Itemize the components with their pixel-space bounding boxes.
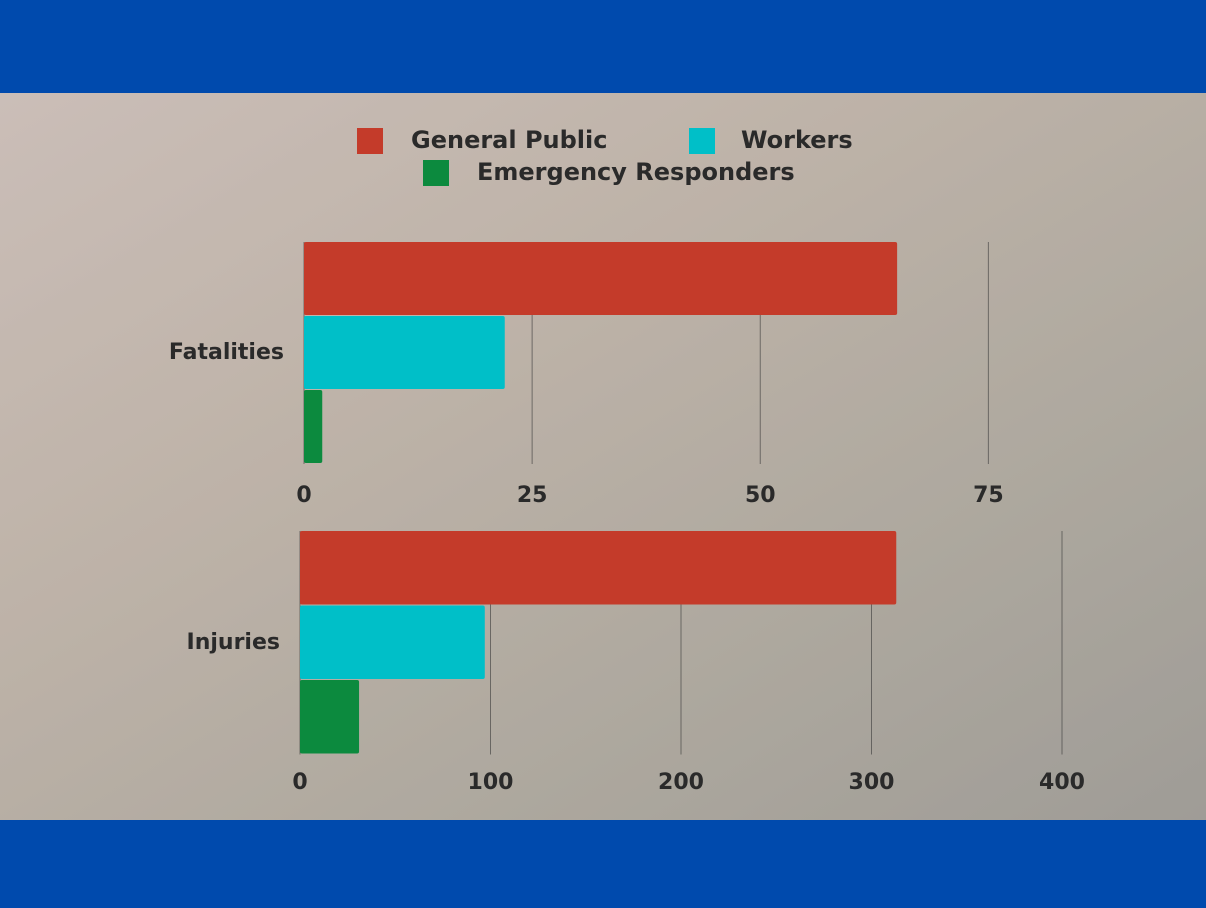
bar: General Public bbox=[300, 531, 897, 605]
overlay bbox=[0, 93, 1206, 820]
legend-label: Emergency Responders bbox=[477, 158, 795, 186]
legend: General Public Workers Emergency Respond… bbox=[357, 126, 853, 186]
bar: Emergency Responders bbox=[300, 680, 360, 754]
legend-label: General Public bbox=[411, 126, 608, 154]
x-tick-label: 100 bbox=[468, 770, 514, 795]
bar: General Public bbox=[304, 242, 898, 315]
x-tick-label: 0 bbox=[296, 483, 311, 508]
x-tick-label: 200 bbox=[658, 770, 704, 795]
x-tick-label: 300 bbox=[849, 770, 895, 795]
legend-swatch bbox=[357, 128, 383, 154]
bar: Emergency Responders bbox=[304, 390, 323, 463]
legend-swatch bbox=[423, 160, 449, 186]
x-tick-label: 75 bbox=[973, 483, 1004, 508]
legend-label: Workers bbox=[741, 126, 853, 154]
bar: Workers bbox=[304, 316, 505, 389]
x-tick-label: 50 bbox=[745, 483, 776, 508]
x-tick-label: 400 bbox=[1039, 770, 1085, 795]
y-tick-label: Fatalities bbox=[169, 340, 284, 365]
x-tick-label: 25 bbox=[517, 483, 548, 508]
legend-swatch bbox=[689, 128, 715, 154]
y-tick-label: Injuries bbox=[187, 630, 280, 655]
background-photo bbox=[0, 93, 1206, 820]
bar: Workers bbox=[300, 605, 485, 679]
x-tick-label: 0 bbox=[292, 770, 307, 795]
